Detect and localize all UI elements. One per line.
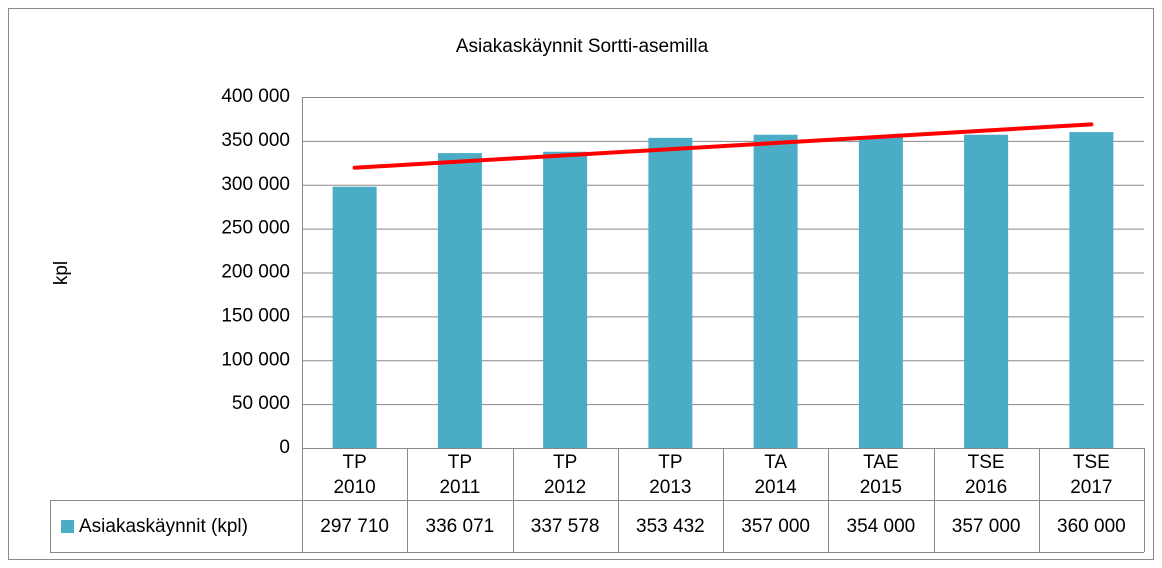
bar — [543, 151, 588, 448]
y-tick-label: 300 000 — [221, 174, 290, 195]
bar — [332, 186, 377, 449]
x-tick-label: TP — [553, 452, 577, 473]
x-tick-label: 2017 — [1070, 477, 1112, 498]
data-label: 337 578 — [531, 516, 600, 537]
x-tick-label: TP — [658, 452, 682, 473]
x-tick-label: TP — [448, 452, 472, 473]
x-tick-label: 2013 — [649, 477, 691, 498]
y-tick-label: 250 000 — [221, 218, 290, 239]
x-tick-label: TP — [342, 452, 366, 473]
chart-title: Asiakaskäynnit Sortti-asemilla — [456, 36, 709, 57]
x-tick-label: 2014 — [754, 477, 797, 498]
x-tick-label: 2016 — [965, 477, 1007, 498]
y-tick-label: 0 — [279, 437, 290, 458]
bar — [1069, 132, 1114, 448]
data-label: 360 000 — [1057, 516, 1126, 537]
x-tick-label: TSE — [968, 452, 1005, 473]
bar — [858, 137, 903, 449]
x-tick-label: TSE — [1073, 452, 1110, 473]
y-tick-label: 350 000 — [221, 130, 290, 151]
bar — [964, 134, 1009, 449]
y-tick-label: 200 000 — [221, 262, 290, 283]
x-tick-label: 2011 — [439, 477, 480, 498]
data-label: 357 000 — [952, 516, 1021, 537]
y-tick-label: 400 000 — [221, 86, 290, 107]
legend-label: Asiakaskäynnit (kpl) — [79, 516, 248, 537]
bar — [648, 137, 693, 449]
x-tick-label: 2010 — [333, 477, 375, 498]
x-tick-label: TA — [764, 452, 787, 473]
data-label: 336 071 — [426, 516, 495, 537]
x-tick-label: 2012 — [544, 477, 586, 498]
y-tick-label: 100 000 — [221, 349, 290, 370]
trendline — [352, 122, 1094, 170]
y-axis-label: kpl — [51, 261, 72, 285]
x-tick-label: 2015 — [860, 477, 902, 498]
data-label: 357 000 — [741, 516, 810, 537]
legend-key — [61, 520, 74, 533]
data-label: 297 710 — [320, 516, 389, 537]
bar — [753, 134, 798, 449]
x-tick-label: TAE — [863, 452, 899, 473]
y-tick-label: 50 000 — [232, 393, 290, 414]
y-tick-label: 150 000 — [221, 305, 290, 326]
bar — [437, 153, 482, 448]
data-label: 353 432 — [636, 516, 705, 537]
data-label: 354 000 — [847, 516, 916, 537]
